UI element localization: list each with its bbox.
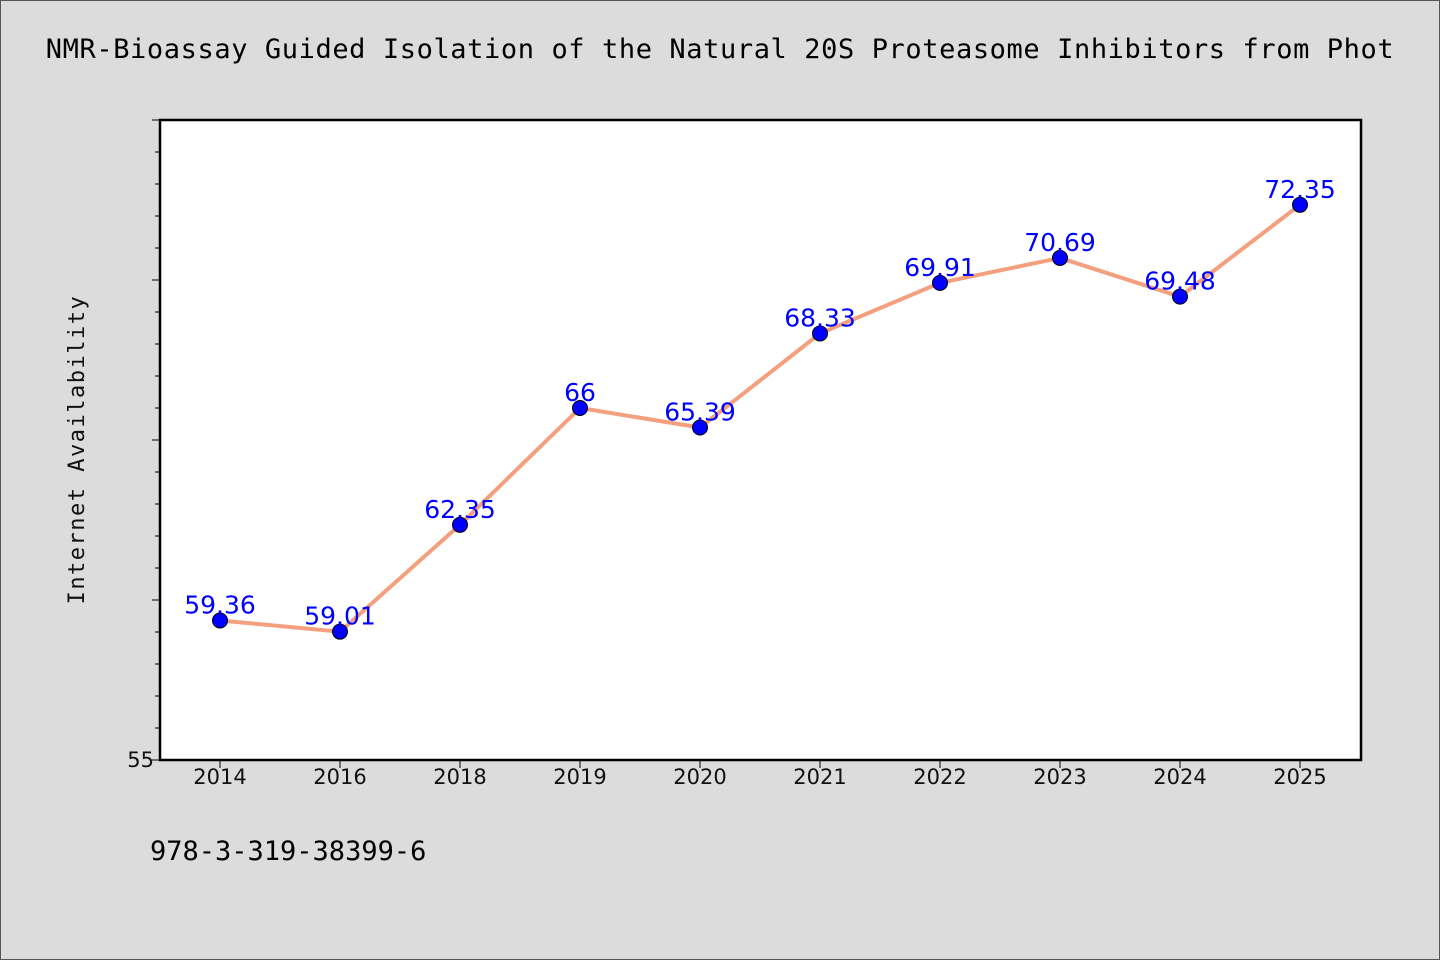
data-point bbox=[212, 612, 228, 629]
y-axis-label: Internet Availability bbox=[65, 295, 90, 605]
x-tick-label: 2021 bbox=[793, 765, 846, 789]
x-tick-label: 2020 bbox=[673, 765, 726, 789]
data-point bbox=[332, 623, 348, 640]
x-tick-label: 2019 bbox=[553, 765, 606, 789]
data-point bbox=[932, 274, 948, 291]
data-point bbox=[452, 516, 468, 533]
y-tick-label: 55 bbox=[127, 748, 154, 772]
x-tick-label: 2022 bbox=[913, 765, 966, 789]
data-label: 59.36 bbox=[184, 590, 256, 619]
x-tick-label: 2024 bbox=[1153, 765, 1206, 789]
data-label: 69.91 bbox=[904, 253, 976, 282]
data-point bbox=[812, 325, 828, 342]
data-point bbox=[1172, 288, 1188, 305]
data-label: 62.35 bbox=[424, 495, 496, 524]
data-point bbox=[572, 400, 588, 416]
series-line bbox=[219, 203, 1302, 634]
data-label: 69.48 bbox=[1144, 267, 1216, 296]
isbn-text: 978-3-319-38399-6 bbox=[150, 836, 427, 867]
x-tick-label: 2014 bbox=[193, 765, 246, 789]
x-tick-label: 2018 bbox=[433, 765, 486, 789]
data-label: 65.39 bbox=[664, 398, 736, 427]
y-axis-ticks: 55 bbox=[127, 119, 160, 772]
series-layer: 59.36 59.01 62.35 66 65.39 68.33 69.91 70.69 69.… bbox=[184, 175, 1336, 640]
x-tick-label: 2023 bbox=[1033, 765, 1086, 789]
chart-title: NMR-Bioassay Guided Isolation of the Nat… bbox=[45, 34, 1395, 65]
data-label: 68.33 bbox=[784, 303, 856, 332]
data-label: 72.35 bbox=[1264, 175, 1336, 204]
data-label: 59.01 bbox=[304, 602, 376, 631]
plot-area bbox=[158, 118, 1363, 762]
x-axis-ticks: 2014 2016 2018 2019 2020 2021 2022 2023 2024 2025 bbox=[193, 760, 1327, 789]
x-tick-label: 2016 bbox=[313, 765, 366, 789]
x-tick-label: 2025 bbox=[1273, 765, 1326, 789]
data-label: 66 bbox=[564, 378, 596, 407]
data-point bbox=[692, 419, 708, 436]
data-point bbox=[1292, 196, 1308, 213]
data-label: 70.69 bbox=[1024, 228, 1096, 257]
data-point bbox=[1052, 249, 1068, 266]
